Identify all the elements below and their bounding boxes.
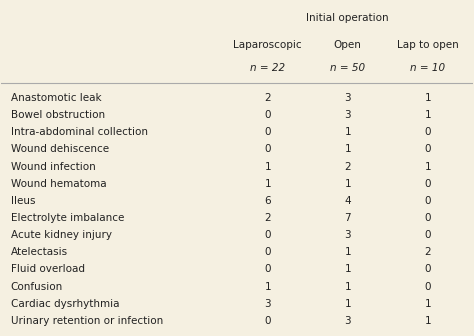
Text: 0: 0 — [425, 264, 431, 275]
Text: 1: 1 — [425, 299, 431, 309]
Text: Anastomotic leak: Anastomotic leak — [11, 93, 101, 103]
Text: Lap to open: Lap to open — [397, 40, 459, 50]
Text: 3: 3 — [264, 299, 271, 309]
Text: 1: 1 — [345, 264, 351, 275]
Text: 1: 1 — [425, 316, 431, 326]
Text: 0: 0 — [425, 230, 431, 240]
Text: Wound hematoma: Wound hematoma — [11, 179, 107, 189]
Text: 1: 1 — [264, 162, 271, 172]
Text: Laparoscopic: Laparoscopic — [233, 40, 302, 50]
Text: 0: 0 — [264, 230, 271, 240]
Text: Confusion: Confusion — [11, 282, 63, 292]
Text: Atelectasis: Atelectasis — [11, 247, 68, 257]
Text: 1: 1 — [345, 299, 351, 309]
Text: 0: 0 — [264, 247, 271, 257]
Text: Intra-abdominal collection: Intra-abdominal collection — [11, 127, 148, 137]
Text: 0: 0 — [425, 213, 431, 223]
Text: 1: 1 — [264, 179, 271, 189]
Text: n = 22: n = 22 — [250, 63, 285, 73]
Text: 3: 3 — [345, 93, 351, 103]
Text: Wound dehiscence: Wound dehiscence — [11, 144, 109, 155]
Text: Initial operation: Initial operation — [306, 13, 389, 23]
Text: Electrolyte imbalance: Electrolyte imbalance — [11, 213, 124, 223]
Text: 0: 0 — [425, 196, 431, 206]
Text: 3: 3 — [345, 110, 351, 120]
Text: 0: 0 — [264, 110, 271, 120]
Text: 1: 1 — [345, 144, 351, 155]
Text: 6: 6 — [264, 196, 271, 206]
Text: 7: 7 — [345, 213, 351, 223]
Text: n = 50: n = 50 — [330, 63, 365, 73]
Text: 3: 3 — [345, 230, 351, 240]
Text: 0: 0 — [264, 316, 271, 326]
Text: 1: 1 — [264, 282, 271, 292]
Text: 0: 0 — [264, 127, 271, 137]
Text: Open: Open — [334, 40, 362, 50]
Text: 2: 2 — [345, 162, 351, 172]
Text: 1: 1 — [425, 110, 431, 120]
Text: 2: 2 — [425, 247, 431, 257]
Text: 1: 1 — [345, 179, 351, 189]
Text: 3: 3 — [345, 316, 351, 326]
Text: 1: 1 — [425, 162, 431, 172]
Text: 2: 2 — [264, 213, 271, 223]
Text: Urinary retention or infection: Urinary retention or infection — [11, 316, 163, 326]
Text: Fluid overload: Fluid overload — [11, 264, 85, 275]
Text: n = 10: n = 10 — [410, 63, 446, 73]
Text: Acute kidney injury: Acute kidney injury — [11, 230, 112, 240]
Text: 1: 1 — [345, 247, 351, 257]
Text: 0: 0 — [425, 144, 431, 155]
Text: Wound infection: Wound infection — [11, 162, 96, 172]
Text: 0: 0 — [264, 264, 271, 275]
Text: 4: 4 — [345, 196, 351, 206]
Text: 0: 0 — [425, 282, 431, 292]
Text: Bowel obstruction: Bowel obstruction — [11, 110, 105, 120]
Text: 1: 1 — [345, 282, 351, 292]
Text: 0: 0 — [425, 179, 431, 189]
Text: 0: 0 — [264, 144, 271, 155]
Text: 1: 1 — [425, 93, 431, 103]
Text: Cardiac dysrhythmia: Cardiac dysrhythmia — [11, 299, 119, 309]
Text: 2: 2 — [264, 93, 271, 103]
Text: Ileus: Ileus — [11, 196, 36, 206]
Text: 0: 0 — [425, 127, 431, 137]
Text: 1: 1 — [345, 127, 351, 137]
